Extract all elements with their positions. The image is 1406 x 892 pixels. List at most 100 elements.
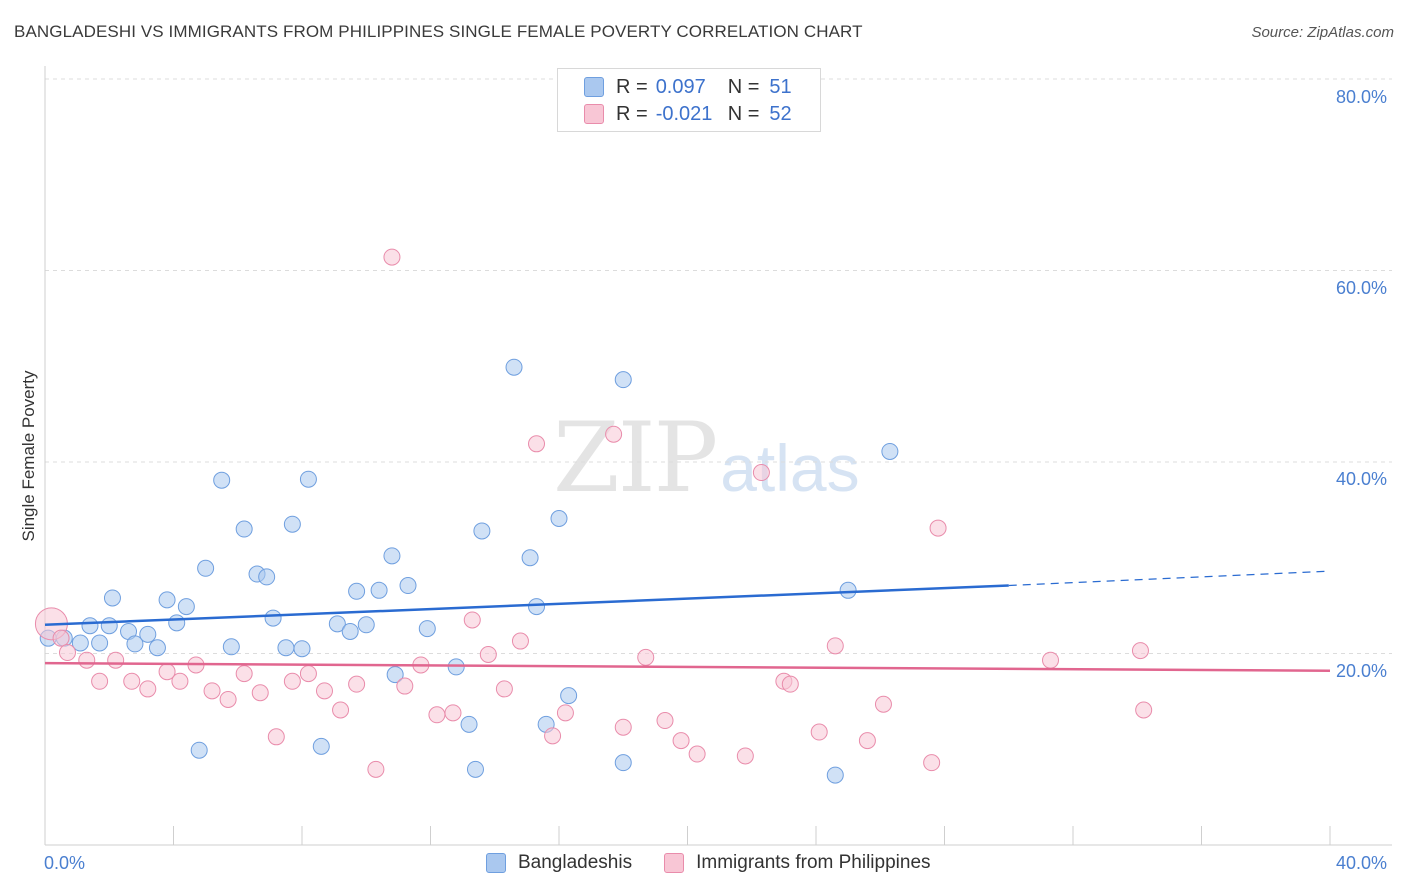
- point-bangladeshis: [370, 581, 388, 599]
- point-philippines: [52, 629, 70, 647]
- point-philippines: [874, 695, 892, 713]
- series-label-philippines: Immigrants from Philippines: [696, 852, 931, 873]
- legend-swatch-philippines: [584, 104, 604, 124]
- y-tick-label-80: 80.0%: [1336, 87, 1388, 107]
- point-bangladeshis: [312, 737, 330, 755]
- point-bangladeshis: [264, 609, 282, 627]
- series-legend: Bangladeshis Immigrants from Philippines: [486, 852, 963, 874]
- point-bangladeshis: [103, 589, 121, 607]
- point-philippines: [383, 248, 401, 266]
- point-bangladeshis: [521, 549, 539, 567]
- point-philippines: [781, 675, 799, 693]
- series-label-bangladeshis: Bangladeshis: [518, 852, 633, 873]
- point-philippines: [219, 690, 237, 708]
- legend-row-bangladeshis: R = 0.097 N = 51: [584, 75, 792, 99]
- y-tick-label-40: 40.0%: [1336, 469, 1388, 489]
- chart-title: BANGLADESHI VS IMMIGRANTS FROM PHILIPPIN…: [14, 22, 863, 41]
- point-philippines: [511, 632, 529, 650]
- point-bangladeshis: [299, 470, 317, 488]
- point-bangladeshis: [235, 520, 253, 538]
- point-philippines: [923, 754, 941, 772]
- point-bangladeshis: [826, 766, 844, 784]
- legend-r-value: -0.021: [655, 102, 713, 125]
- legend-row-philippines: R = -0.021 N = 52: [584, 102, 792, 126]
- point-bangladeshis: [447, 658, 465, 676]
- point-philippines: [637, 648, 655, 666]
- point-bangladeshis: [100, 617, 118, 635]
- point-philippines: [1042, 651, 1060, 669]
- point-bangladeshis: [614, 754, 632, 772]
- legend-n-label: N =: [727, 75, 760, 98]
- point-philippines: [58, 644, 76, 662]
- point-philippines: [736, 747, 754, 765]
- point-philippines: [332, 701, 350, 719]
- legend-r-label: R =: [616, 75, 648, 98]
- trend-line-extension-bangladeshis: [1008, 570, 1331, 587]
- point-bangladeshis: [71, 634, 89, 652]
- point-bangladeshis: [197, 559, 215, 577]
- point-bangladeshis: [505, 358, 523, 376]
- point-philippines: [299, 665, 317, 683]
- legend-swatch-bangladeshis: [584, 77, 604, 97]
- point-bangladeshis: [283, 515, 301, 533]
- point-bangladeshis: [91, 634, 109, 652]
- point-philippines: [444, 704, 462, 722]
- y-tick-label-20: 20.0%: [1336, 661, 1388, 681]
- chart-source: Source: ZipAtlas.com: [1251, 24, 1394, 41]
- point-philippines: [858, 732, 876, 750]
- point-bangladeshis: [81, 617, 99, 635]
- point-bangladeshis: [839, 581, 857, 599]
- point-bangladeshis: [386, 666, 404, 684]
- point-philippines: [672, 732, 690, 750]
- point-philippines: [267, 728, 285, 746]
- point-philippines: [688, 745, 706, 763]
- point-philippines: [428, 706, 446, 724]
- point-philippines: [463, 611, 481, 629]
- point-philippines: [614, 718, 632, 736]
- correlation-legend: R = 0.097 N = 51 R = -0.021 N = 52: [557, 68, 821, 132]
- point-bangladeshis: [550, 509, 568, 527]
- point-bangladeshis: [399, 577, 417, 595]
- point-philippines: [396, 677, 414, 695]
- point-bangladeshis: [139, 625, 157, 643]
- point-philippines: [251, 684, 269, 702]
- trend-line-philippines: [44, 661, 1331, 672]
- point-philippines: [91, 672, 109, 690]
- point-philippines: [544, 727, 562, 745]
- point-bangladeshis: [190, 741, 208, 759]
- point-philippines: [315, 682, 333, 700]
- point-bangladeshis: [357, 616, 375, 634]
- series-legend-bangladeshis[interactable]: Bangladeshis: [486, 852, 632, 874]
- point-philippines: [139, 680, 157, 698]
- point-bangladeshis: [148, 639, 166, 657]
- point-bangladeshis: [560, 687, 578, 705]
- point-bangladeshis: [222, 638, 240, 656]
- point-philippines: [826, 637, 844, 655]
- point-bangladeshis: [348, 582, 366, 600]
- legend-n-value: 51: [769, 75, 792, 98]
- point-philippines: [656, 712, 674, 730]
- point-philippines: [348, 675, 366, 693]
- point-bangladeshis: [418, 620, 436, 638]
- point-bangladeshis: [614, 371, 632, 389]
- legend-r-label: R =: [616, 102, 648, 125]
- point-philippines: [107, 651, 125, 669]
- trend-line-bangladeshis: [44, 584, 1009, 627]
- y-tick-label-60: 60.0%: [1336, 278, 1388, 298]
- point-bangladeshis: [293, 640, 311, 658]
- point-bangladeshis: [168, 614, 186, 632]
- point-philippines: [528, 435, 546, 453]
- point-bangladeshis: [881, 442, 899, 460]
- point-philippines: [479, 645, 497, 663]
- point-bangladeshis: [383, 547, 401, 565]
- point-bangladeshis: [328, 615, 346, 633]
- series-legend-philippines[interactable]: Immigrants from Philippines: [664, 852, 931, 874]
- point-bangladeshis: [213, 471, 231, 489]
- point-bangladeshis: [341, 622, 359, 640]
- point-philippines: [495, 680, 513, 698]
- point-philippines: [235, 665, 253, 683]
- legend-r-value: 0.097: [655, 75, 706, 98]
- point-bangladeshis: [460, 715, 478, 733]
- point-philippines: [367, 760, 385, 778]
- point-bangladeshis: [277, 639, 295, 657]
